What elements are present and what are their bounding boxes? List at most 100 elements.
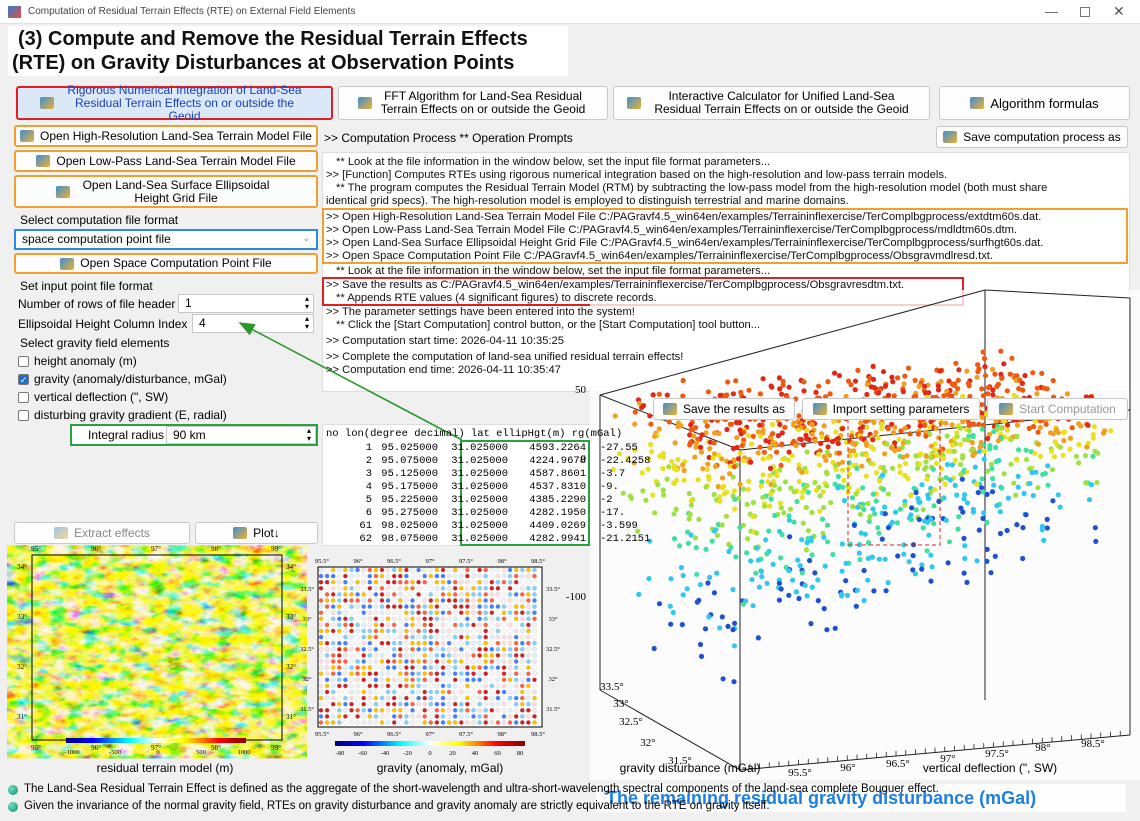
map-dot <box>391 653 397 658</box>
save-log-button[interactable]: Save computation process as <box>936 126 1128 148</box>
map-dot <box>440 634 446 640</box>
scatter-point <box>825 539 831 545</box>
maximize[interactable] <box>1080 7 1090 17</box>
map-dot <box>355 671 360 677</box>
plot-button[interactable]: Plot↓ <box>195 522 318 544</box>
map-dot <box>397 616 403 622</box>
format-combobox[interactable]: space computation point file ⌄ <box>14 229 318 250</box>
map-dot <box>526 671 531 677</box>
map-dot <box>422 665 428 670</box>
checkbox[interactable] <box>18 392 29 403</box>
close[interactable]: ✕ <box>1113 3 1125 19</box>
map-dot <box>422 579 428 585</box>
map-dot <box>416 622 421 628</box>
scatter-point <box>870 461 876 467</box>
checkbox[interactable] <box>18 410 29 421</box>
method-button[interactable]: Interactive Calculator for Unified Land-… <box>613 86 930 120</box>
map-dot <box>483 677 489 683</box>
map-dot <box>404 592 409 597</box>
map-dot <box>501 616 507 622</box>
scatter-point <box>928 443 934 449</box>
map-dot <box>355 646 360 652</box>
scatter-point <box>727 421 733 427</box>
scatter-point <box>779 391 785 397</box>
formula-button[interactable]: Algorithm formulas <box>939 86 1130 120</box>
highlight-box <box>322 208 1128 264</box>
map-dot <box>495 653 501 658</box>
map-dot <box>495 567 501 573</box>
open-button[interactable]: Open Space Computation Point File <box>14 253 318 274</box>
map-dot <box>452 665 458 670</box>
map-dot <box>495 628 501 634</box>
checkbox[interactable]: ✓ <box>18 374 29 385</box>
map-dot <box>519 628 525 634</box>
scatter-point <box>976 421 982 427</box>
map-dot <box>465 604 470 609</box>
scatter-point <box>1035 429 1041 435</box>
extract-button[interactable]: Extract effects <box>14 522 190 544</box>
checkbox[interactable] <box>18 356 29 367</box>
map-dot <box>434 659 440 664</box>
map-dot <box>501 592 507 597</box>
scatter-point <box>660 465 666 472</box>
minimize[interactable]: — <box>1045 4 1058 19</box>
open-button[interactable]: Open Land-Sea Surface Ellipsoidal Height… <box>14 175 318 208</box>
map-dot <box>440 616 446 622</box>
scatter-point <box>694 571 700 577</box>
spin-input[interactable]: 1 ▴ ▾ <box>178 294 314 313</box>
map-dot <box>336 640 342 646</box>
map-dot <box>410 610 415 616</box>
log-line: >> Complete the computation of land-sea … <box>326 351 684 363</box>
scatter-point <box>843 578 849 584</box>
map-dot <box>458 567 464 573</box>
map-dot <box>489 567 495 573</box>
map-dot <box>519 653 525 658</box>
map-dot <box>422 634 428 640</box>
radius-input[interactable]: 90 km ▴ ▾ <box>166 426 316 444</box>
map-dot <box>373 659 379 664</box>
map-dot <box>379 604 385 609</box>
checkbox-label: gravity (anomaly/disturbance, mGal) <box>34 372 227 386</box>
method-button[interactable]: Rigorous Numerical Integration of Land-S… <box>16 83 333 122</box>
map-dot <box>379 573 385 579</box>
map-dot <box>507 653 513 658</box>
map-dot <box>343 616 348 622</box>
open-button[interactable]: Open High-Resolution Land-Sea Terrain Mo… <box>14 125 318 147</box>
map-dot <box>385 616 391 622</box>
toolbar-button[interactable]: Save the results as <box>653 398 795 420</box>
scatter-point <box>799 537 805 543</box>
scatter-point <box>647 413 653 419</box>
open-button[interactable]: Open Low-Pass Land-Sea Terrain Model Fil… <box>14 150 318 172</box>
scatter-point <box>956 514 962 520</box>
scatter-point <box>632 421 638 427</box>
map-dot <box>513 628 519 634</box>
map-dot <box>422 585 428 591</box>
scatter-point <box>737 525 743 531</box>
map-dot <box>343 604 348 609</box>
map-dot <box>416 585 421 591</box>
map-dot <box>349 622 354 628</box>
scatter-point <box>957 441 964 447</box>
map-dot <box>428 616 434 622</box>
scatter-point <box>707 446 713 452</box>
scatter-point <box>782 424 788 430</box>
map-dot <box>343 592 348 597</box>
toolbar-button[interactable]: Start Computation <box>987 398 1128 420</box>
map-dot <box>446 634 452 640</box>
map-dot <box>391 671 397 677</box>
map-dot <box>361 677 367 683</box>
scatter-point <box>737 420 743 426</box>
toolbar-button[interactable]: Import setting parameters <box>802 398 980 420</box>
map-dot <box>318 646 324 652</box>
log-line: ** Look at the file information in the w… <box>336 156 771 168</box>
method-button[interactable]: FFT Algorithm for Land-Sea Residual Terr… <box>338 86 608 120</box>
scatter-point <box>778 555 784 561</box>
map-dot <box>324 585 330 591</box>
scatter-point <box>667 603 673 609</box>
map-dot <box>495 585 501 591</box>
scatter-point <box>711 440 717 446</box>
map-dot <box>379 653 385 658</box>
scatter-point <box>761 449 768 455</box>
map-dot <box>507 646 513 652</box>
scatter-point <box>687 442 693 448</box>
